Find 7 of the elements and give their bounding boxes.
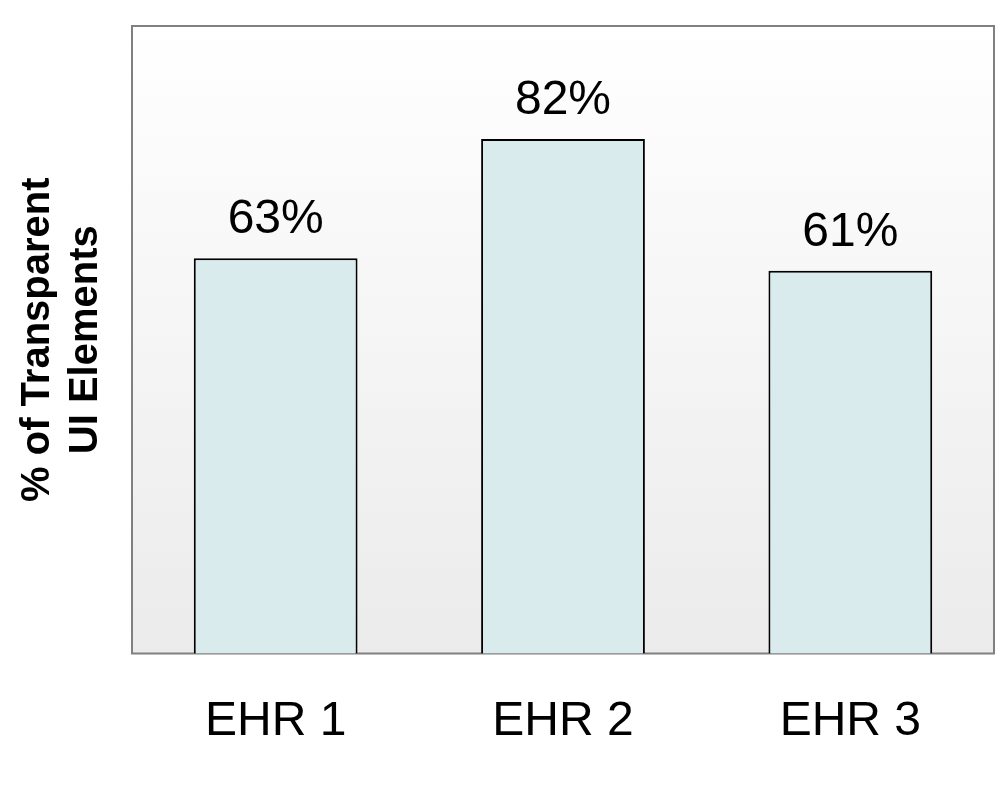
- x-tick-label: EHR 1: [204, 692, 347, 746]
- y-axis-title: % of Transparent UI Elements: [13, 177, 106, 502]
- data-label: 82%: [514, 71, 612, 125]
- data-label: 61%: [802, 202, 899, 256]
- x-tick-label: EHR 2: [492, 692, 634, 746]
- data-label: 63%: [227, 190, 324, 244]
- x-tick-label: EHR 3: [779, 692, 922, 746]
